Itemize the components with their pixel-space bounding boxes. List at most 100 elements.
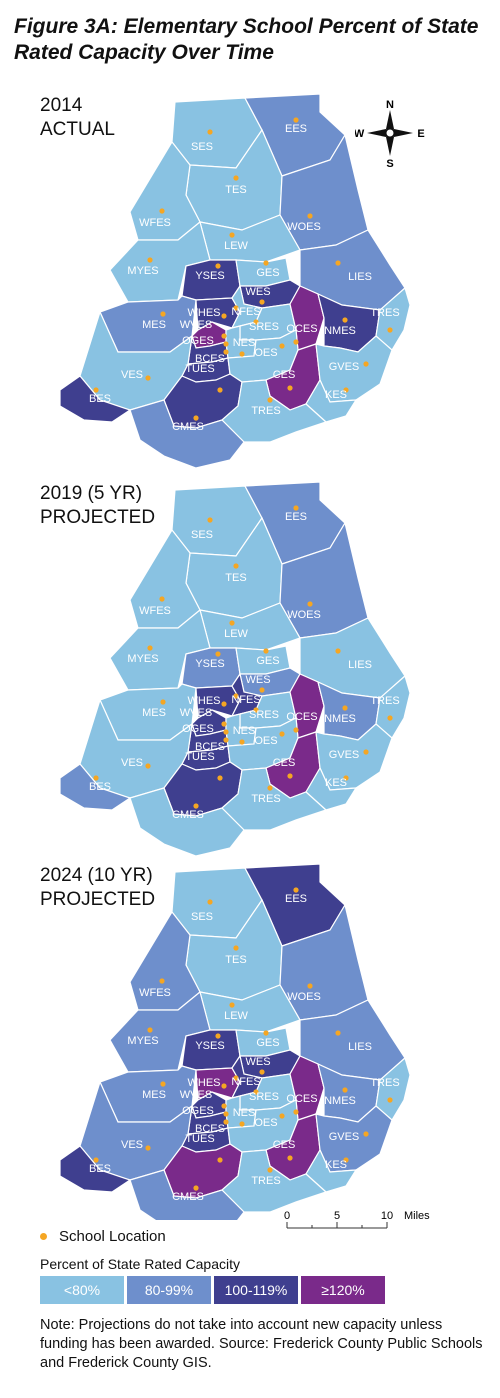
- legend-swatch-lt80: <80%: [40, 1276, 124, 1304]
- school-location-dot: [145, 1145, 151, 1151]
- district-label: WHES: [188, 695, 221, 707]
- district-label: NES: [233, 725, 256, 737]
- school-location-dot: [293, 887, 299, 893]
- school-location-label: School Location: [59, 1228, 166, 1245]
- district-label: NFES: [231, 694, 260, 706]
- school-location-dot: [221, 701, 227, 707]
- district-label: VES: [121, 369, 143, 381]
- district-label: MES: [142, 707, 166, 719]
- school-location-dot: [239, 1121, 245, 1127]
- district-label: WES: [245, 674, 270, 686]
- school-location-dot: [279, 343, 285, 349]
- district-label: SES: [191, 911, 213, 923]
- capacity-legend: <80% 80-99% 100-119% ≥120%: [40, 1276, 388, 1304]
- compass-w: W: [355, 128, 365, 140]
- school-location-dot: [342, 705, 348, 711]
- district-label: WHES: [188, 1077, 221, 1089]
- school-location-dot: [233, 563, 239, 569]
- district-label: SRES: [249, 321, 279, 333]
- district-label: KES: [325, 777, 347, 789]
- district-label: LIES: [348, 659, 372, 671]
- district-label: TES: [225, 572, 246, 584]
- school-location-dot: [223, 1111, 229, 1117]
- district-label: NES: [233, 1107, 256, 1119]
- district-label: NMES: [324, 1095, 356, 1107]
- school-location-dot-icon: [40, 1233, 47, 1240]
- district-label: WOES: [287, 221, 321, 233]
- district-label: SRES: [249, 1091, 279, 1103]
- district-label: CES: [273, 1139, 296, 1151]
- school-location-dot: [239, 351, 245, 357]
- school-location-dot: [287, 1155, 293, 1161]
- school-location-dot: [233, 305, 239, 311]
- source-note: Note: Projections do not take into accou…: [40, 1317, 483, 1371]
- school-location-dot: [221, 313, 227, 319]
- district-label: SES: [191, 529, 213, 541]
- school-location-dot: [342, 317, 348, 323]
- school-location-dot: [215, 1033, 221, 1039]
- district-label: NFES: [231, 1076, 260, 1088]
- district-label: NFES: [231, 306, 260, 318]
- school-location-dot: [193, 803, 199, 809]
- scale-tick: 0: [284, 1210, 290, 1222]
- district-label: TRES: [251, 1175, 280, 1187]
- district-label: LEW: [224, 240, 248, 252]
- school-location-dot: [93, 775, 99, 781]
- school-location-dot: [293, 117, 299, 123]
- district-label: NMES: [324, 713, 356, 725]
- district-label: CES: [273, 369, 296, 381]
- school-location-dot: [93, 1157, 99, 1163]
- district-label: TRES: [370, 695, 399, 707]
- district-label: OES: [254, 347, 277, 359]
- school-location-dot: [307, 213, 313, 219]
- district-label: WVES: [180, 1089, 212, 1101]
- school-location-dot: [259, 687, 265, 693]
- school-location-dot: [229, 1002, 235, 1008]
- school-location-dot: [229, 232, 235, 238]
- district-label: TRES: [251, 405, 280, 417]
- school-location-dot: [267, 785, 273, 791]
- district-label: KES: [325, 1159, 347, 1171]
- compass-s: S: [386, 158, 393, 168]
- county-map: SES EES TES WFES WOES LEW MYES YSES GES LIES WES ME…: [59, 481, 411, 857]
- district-label: MES: [142, 319, 166, 331]
- school-location-dot: [335, 1030, 341, 1036]
- district-label: TRES: [370, 1077, 399, 1089]
- district-label: WFES: [139, 605, 171, 617]
- district-label: WHES: [188, 307, 221, 319]
- school-location-dot: [287, 385, 293, 391]
- school-location-dot: [253, 707, 259, 713]
- school-location-dot: [387, 327, 393, 333]
- district-label: TRES: [251, 793, 280, 805]
- district-label: OCES: [286, 711, 317, 723]
- district-label: WES: [245, 286, 270, 298]
- district-label: MYES: [127, 653, 158, 665]
- map-2024: 2024 (10 YR) PROJECTED SES EES TES WFES WOES…: [0, 860, 500, 1239]
- school-location-dot: [293, 727, 299, 733]
- school-location-dot: [343, 1157, 349, 1163]
- map-label: 2024 (10 YR) PROJECTED: [40, 864, 155, 912]
- district-label: OGES: [182, 335, 214, 347]
- district-bes: [59, 763, 132, 811]
- district-label: GVES: [329, 749, 360, 761]
- district-label: OGES: [182, 723, 214, 735]
- district-label: WVES: [180, 707, 212, 719]
- school-location-dot: [287, 773, 293, 779]
- school-location-dot: [221, 1083, 227, 1089]
- school-location-dot: [159, 208, 165, 214]
- school-location-dot: [217, 1157, 223, 1163]
- district-label: OES: [254, 1117, 277, 1129]
- district-label: WOES: [287, 991, 321, 1003]
- scale-tick: 5: [334, 1210, 340, 1222]
- school-location-dot: [279, 1113, 285, 1119]
- district-label: WFES: [139, 217, 171, 229]
- district-label: TES: [225, 954, 246, 966]
- district-label: NES: [233, 337, 256, 349]
- school-location-dot: [263, 648, 269, 654]
- district-label: WVES: [180, 319, 212, 331]
- district-label: CMES: [172, 1191, 204, 1203]
- school-location-dot: [335, 260, 341, 266]
- school-location-dot: [147, 645, 153, 651]
- district-label: EES: [285, 511, 307, 523]
- school-location-dot: [253, 319, 259, 325]
